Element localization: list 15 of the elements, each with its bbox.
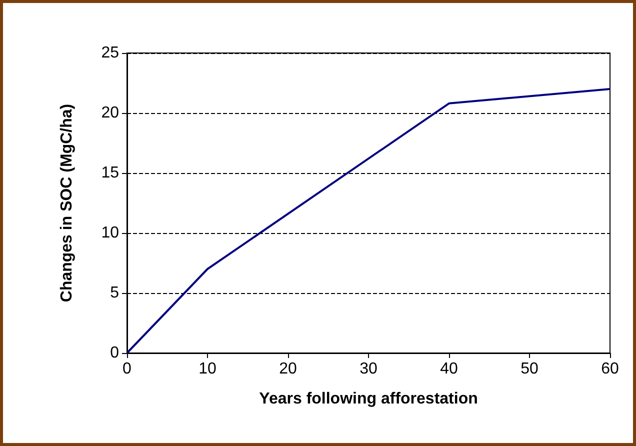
x-tick-label: 20 [279,360,297,378]
x-tick-label: 0 [122,360,132,378]
x-tick-label: 10 [198,360,216,378]
x-tick-label: 30 [360,360,378,378]
y-axis-title: Changes in SOC (MgC/ha) [58,104,76,302]
y-tick-label: 0 [110,344,120,362]
x-tick-label: 50 [520,360,538,378]
y-tick-label: 5 [110,284,120,302]
y-tick-label: 20 [101,104,120,122]
y-tick-label: 10 [101,224,120,242]
y-tick-label: 15 [101,164,120,182]
x-tick-label: 60 [601,360,619,378]
x-tick-label: 40 [440,360,458,378]
x-axis-title: Years following afforestation [259,390,478,408]
y-tick-label: 25 [101,44,120,62]
